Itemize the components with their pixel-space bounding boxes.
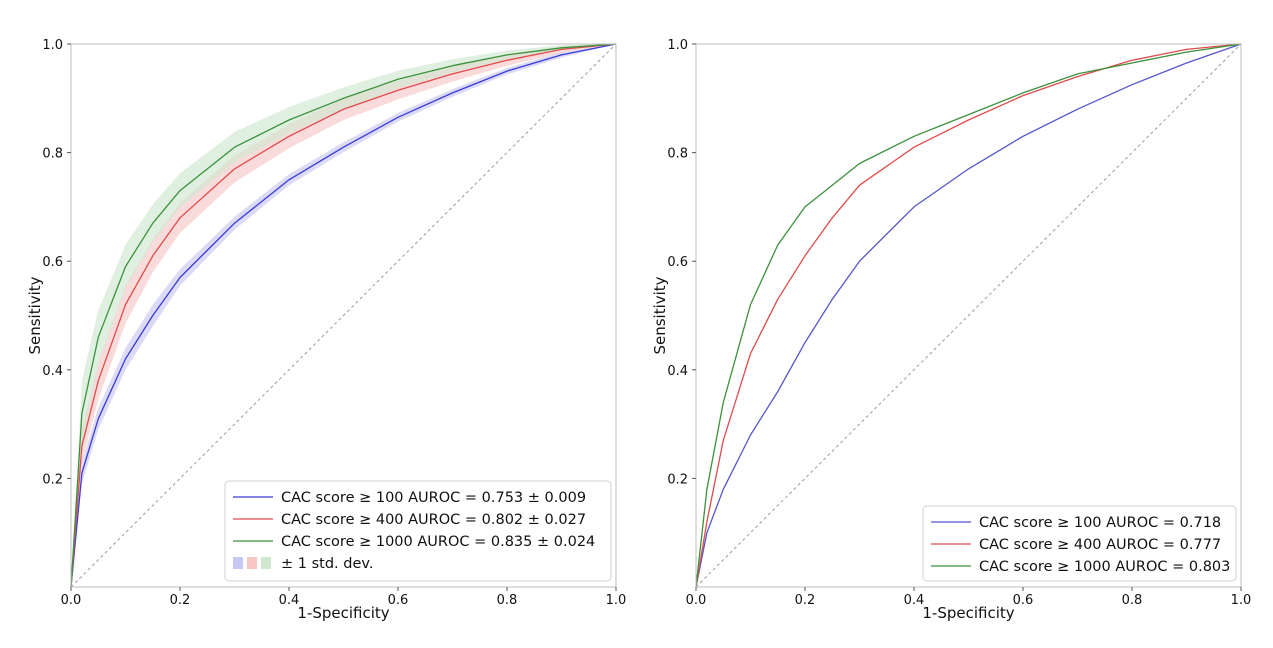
y-tick-label: 0.6 [42,255,63,270]
y-tick-label: 0.8 [667,147,688,162]
y-tick-label: 1.0 [667,38,688,53]
x-tick-label: 0.2 [170,593,191,608]
series-line-1 [695,43,1242,588]
y-tick-label: 0.2 [667,472,688,487]
x-tick-label: 0.4 [904,593,925,608]
legend-entry-1: CAC score ≥ 400 AUROC = 0.802 ± 0.027 [281,512,586,528]
x-tick-label: 1.0 [1231,593,1252,608]
legend-band-swatch-2 [261,557,271,569]
x-axis-label: 1-Specificity [297,604,389,622]
series-line-0 [695,43,1242,588]
legend-entry-2: CAC score ≥ 1000 AUROC = 0.803 [979,559,1230,575]
legend: CAC score ≥ 100 AUROC = 0.718 CAC score ≥… [922,505,1237,582]
y-tick-label: 0.8 [42,147,63,162]
legend: CAC score ≥ 100 AUROC = 0.753 ± 0.009 CAC… [224,480,612,582]
std-band-2 [71,44,616,587]
chance-diagonal-line [70,43,617,588]
series-line-0 [70,43,617,588]
legend-band-swatch-1 [247,557,257,569]
y-tick-label: 0.6 [667,255,688,270]
y-axis-label: Sensitivity [651,276,669,354]
legend-entry-2: CAC score ≥ 1000 AUROC = 0.835 ± 0.024 [281,534,595,550]
x-tick-label: 0.8 [1122,593,1143,608]
legend-entry-0: CAC score ≥ 100 AUROC = 0.718 [979,515,1221,531]
legend-entry-0: CAC score ≥ 100 AUROC = 0.753 ± 0.009 [281,490,586,506]
x-tick-label: 0.0 [686,593,707,608]
x-tick-label: 0.2 [795,593,816,608]
chance-diagonal-line [695,43,1242,588]
y-axis-label: Sensitivity [26,276,44,354]
legend-box [224,480,612,582]
x-axis-label: 1-Specificity [922,604,1014,622]
roc-panel-left: 0.0 0.2 0.4 0.6 0.8 1.0 0.2 0.4 0.6 0.8 1.0 1-Speci… [26,38,626,622]
x-tick-label: 0.4 [279,593,300,608]
legend-box [922,505,1237,582]
x-tick-label: 0.6 [1013,593,1034,608]
y-tick-label: 0.2 [42,472,63,487]
x-tick-label: 0.6 [388,593,409,608]
x-tick-label: 0.8 [497,593,518,608]
x-tick-label: 1.0 [606,593,627,608]
plot-frame [70,43,617,588]
x-tick-label: 0.0 [61,593,82,608]
series-line-2 [70,43,617,588]
legend-band-swatch-0 [233,557,243,569]
y-tick-label: 1.0 [42,38,63,53]
legend-std-label: ± 1 std. dev. [281,556,373,572]
series-line-1 [70,43,617,588]
y-tick-label: 0.4 [667,364,688,379]
plot-frame [695,43,1242,588]
y-tick-label: 0.4 [42,364,63,379]
series-line-2 [695,43,1242,588]
legend-entry-1: CAC score ≥ 400 AUROC = 0.777 [979,537,1221,553]
roc-panel-right: 0.0 0.2 0.4 0.6 0.8 1.0 0.2 0.4 0.6 0.8 1.0 1-Speci… [651,38,1251,622]
